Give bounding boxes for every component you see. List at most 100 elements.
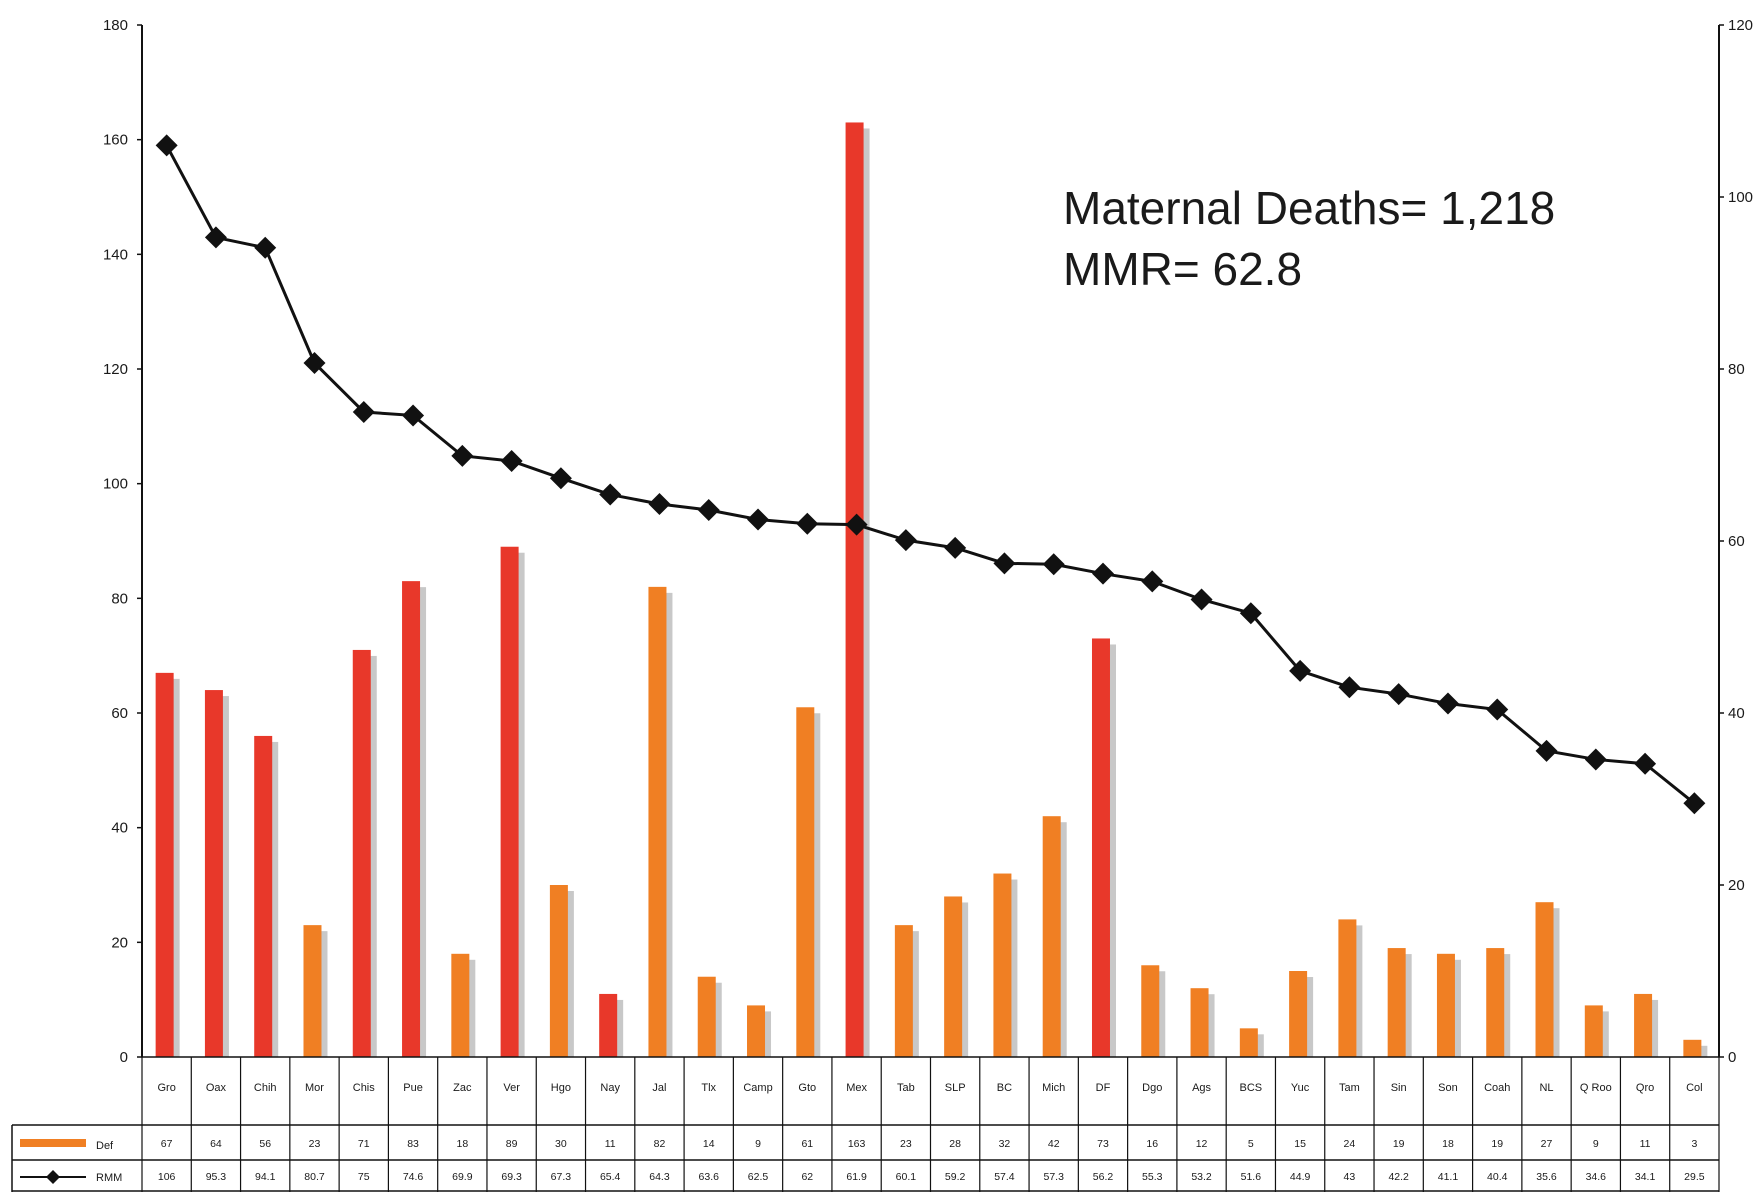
category-label: Son (1438, 1082, 1458, 1094)
left-tick-label: 140 (103, 246, 128, 263)
rmm-point-Son (1436, 692, 1459, 715)
left-tick-label: 60 (111, 705, 128, 722)
annotation-mmr: MMR= 62.8 (1063, 243, 1302, 295)
def-value: 11 (605, 1138, 616, 1150)
category-label: Coah (1484, 1082, 1510, 1094)
rmm-value: 80.7 (304, 1171, 325, 1183)
rmm-value: 44.9 (1290, 1171, 1311, 1183)
def-value: 27 (1541, 1138, 1553, 1150)
bar-Camp (747, 1005, 766, 1057)
rmm-value: 67.3 (551, 1171, 572, 1183)
right-tick-label: 20 (1728, 877, 1745, 894)
def-value: 73 (1097, 1138, 1109, 1150)
rmm-value: 42.2 (1388, 1171, 1409, 1183)
def-value: 56 (259, 1138, 271, 1150)
category-label: Mor (305, 1082, 324, 1094)
legend-def-swatch (20, 1139, 86, 1147)
rmm-value: 95.3 (206, 1171, 227, 1183)
bar-Q Roo (1584, 1005, 1603, 1057)
bar-Ver (500, 546, 519, 1057)
bar-Zac (451, 953, 470, 1057)
def-value: 23 (900, 1138, 912, 1150)
bar-Chih (254, 735, 273, 1057)
rmm-value: 29.5 (1684, 1171, 1705, 1183)
bar-Dgo (1141, 965, 1160, 1057)
def-value: 11 (1640, 1138, 1651, 1150)
def-value: 23 (309, 1138, 321, 1150)
def-value: 163 (848, 1138, 866, 1150)
rmm-point-Yuc (1289, 659, 1312, 682)
left-tick-label: 80 (111, 590, 128, 607)
bar-Mex (845, 122, 864, 1057)
category-label: Ags (1192, 1082, 1211, 1094)
rmm-point-Q Roo (1584, 748, 1607, 771)
category-label: Ver (503, 1082, 520, 1094)
rmm-value: 69.3 (501, 1171, 522, 1183)
category-label: BCS (1240, 1082, 1263, 1094)
rmm-series-line (165, 144, 1696, 805)
rmm-point-Mich (1042, 553, 1065, 576)
rmm-point-Ags (1190, 588, 1213, 611)
rmm-point-Gto (796, 512, 819, 535)
bar-Tab (894, 925, 913, 1057)
rmm-value: 62 (801, 1171, 813, 1183)
category-label: SLP (945, 1082, 966, 1094)
bar-Pue (402, 581, 421, 1057)
rmm-value: 74.6 (403, 1171, 424, 1183)
category-label: BC (997, 1082, 1012, 1094)
category-label: NL (1539, 1082, 1553, 1094)
def-value: 30 (555, 1138, 567, 1150)
left-tick-label: 20 (111, 934, 128, 951)
rmm-point-Mor (303, 351, 326, 374)
category-label: Sin (1391, 1082, 1407, 1094)
def-value: 14 (703, 1138, 715, 1150)
rmm-value: 65.4 (600, 1171, 621, 1183)
rmm-point-Chih (254, 236, 277, 259)
category-label: Col (1686, 1082, 1703, 1094)
bar-DF (1091, 638, 1110, 1057)
category-label: Jal (652, 1082, 666, 1094)
category-label: Camp (743, 1082, 772, 1094)
def-value: 12 (1196, 1138, 1208, 1150)
rmm-value: 57.4 (994, 1171, 1015, 1183)
rmm-point-Qro (1634, 752, 1657, 775)
rmm-value: 61.9 (846, 1171, 867, 1183)
rmm-value: 34.6 (1586, 1171, 1607, 1183)
def-value: 15 (1294, 1138, 1306, 1150)
category-label: Hgo (551, 1082, 571, 1094)
bar-SLP (944, 896, 963, 1057)
rmm-value: 59.2 (945, 1171, 966, 1183)
bar-Coah (1486, 948, 1505, 1057)
category-label: Zac (453, 1082, 472, 1094)
category-label: Gto (798, 1082, 816, 1094)
rmm-value: 41.1 (1438, 1171, 1459, 1183)
bar-Jal (648, 586, 667, 1057)
bar-NL (1535, 902, 1554, 1057)
def-value: 28 (949, 1138, 961, 1150)
category-label: DF (1096, 1082, 1111, 1094)
category-label: Qro (1636, 1082, 1654, 1094)
rmm-point-Hgo (549, 467, 572, 490)
category-label: Oax (206, 1082, 227, 1094)
category-label: Q Roo (1580, 1082, 1612, 1094)
bar-Sin (1387, 948, 1406, 1057)
legend-def-label: Def (96, 1140, 114, 1152)
rmm-point-Gro (155, 134, 178, 157)
left-tick-label: 100 (103, 476, 128, 493)
def-value: 18 (456, 1138, 468, 1150)
rmm-point-Coah (1486, 698, 1509, 721)
def-value: 61 (801, 1138, 813, 1150)
category-label: Tam (1339, 1082, 1360, 1094)
bar-Yuc (1289, 971, 1308, 1057)
def-value: 3 (1691, 1138, 1697, 1150)
category-label: Chis (353, 1082, 376, 1094)
category-label: Nay (600, 1082, 620, 1094)
category-label: Mex (846, 1082, 867, 1094)
category-label: Tlx (701, 1082, 716, 1094)
def-value: 9 (1593, 1138, 1599, 1150)
rmm-point-NL (1535, 739, 1558, 762)
def-value: 89 (506, 1138, 518, 1150)
rmm-value: 57.3 (1043, 1171, 1064, 1183)
rmm-point-Col (1683, 792, 1706, 815)
category-label: Dgo (1142, 1082, 1162, 1094)
